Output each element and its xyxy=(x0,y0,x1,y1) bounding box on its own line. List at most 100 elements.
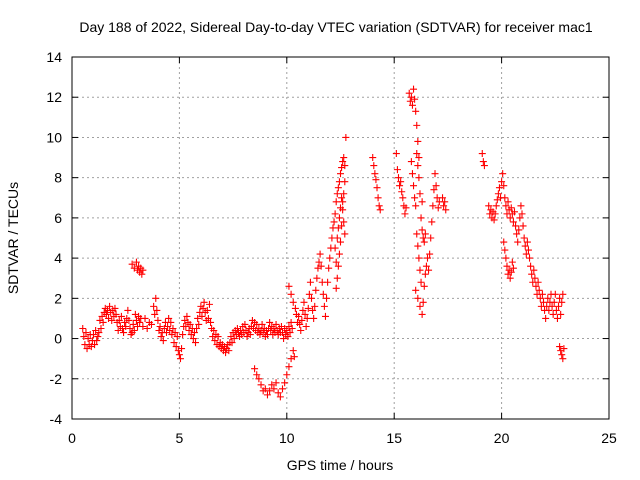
data-point xyxy=(84,335,92,343)
data-point xyxy=(401,210,409,218)
data-point xyxy=(502,202,510,210)
data-point xyxy=(369,154,377,162)
y-axis-label: SDTVAR / TECUs xyxy=(5,182,21,294)
data-point xyxy=(410,182,418,190)
data-point xyxy=(392,150,400,158)
data-point xyxy=(164,322,172,330)
data-point xyxy=(287,290,295,298)
data-point xyxy=(341,162,349,170)
data-point xyxy=(410,85,418,93)
data-point xyxy=(286,329,294,337)
data-point xyxy=(370,162,378,170)
data-point xyxy=(257,381,265,389)
data-point xyxy=(150,302,158,310)
data-point xyxy=(520,234,528,242)
data-point xyxy=(310,314,318,322)
data-point xyxy=(339,206,347,214)
data-point xyxy=(504,198,512,206)
data-point xyxy=(97,325,105,332)
data-point xyxy=(304,304,312,312)
data-point xyxy=(500,182,508,190)
data-point xyxy=(309,306,317,314)
data-point xyxy=(423,254,431,262)
data-point xyxy=(192,339,200,347)
data-point xyxy=(413,121,421,129)
data-point xyxy=(138,270,146,278)
data-point xyxy=(428,218,436,226)
data-point xyxy=(112,310,120,318)
data-point xyxy=(117,312,125,320)
data-point xyxy=(211,337,219,345)
data-point xyxy=(321,312,329,320)
data-point xyxy=(530,266,538,274)
data-point xyxy=(302,322,310,330)
data-point xyxy=(230,335,238,343)
data-point xyxy=(532,282,540,290)
data-point xyxy=(337,238,344,246)
data-point xyxy=(340,190,348,198)
data-point xyxy=(441,198,449,206)
data-point xyxy=(335,250,343,258)
ticks-layer: 0 5 10 15 20 25 -4 -2 0 2 4 6 8 10 12 14 xyxy=(46,49,617,446)
data-point xyxy=(313,274,321,282)
data-point xyxy=(557,310,565,318)
data-point xyxy=(503,262,511,270)
data-point xyxy=(415,174,423,182)
data-point xyxy=(326,254,334,262)
data-point xyxy=(82,329,90,337)
data-point xyxy=(102,310,110,318)
data-point xyxy=(198,312,206,320)
data-point xyxy=(518,210,526,218)
data-point xyxy=(418,310,426,318)
data-point xyxy=(171,329,179,337)
data-point xyxy=(98,312,106,320)
data-point xyxy=(434,204,442,212)
x-tick-label: 20 xyxy=(494,430,510,446)
data-point xyxy=(507,268,515,276)
data-point xyxy=(272,320,280,328)
y-tick-label: 0 xyxy=(54,331,62,347)
data-point xyxy=(373,184,381,192)
data-point xyxy=(80,333,88,341)
data-point xyxy=(147,320,155,328)
data-point xyxy=(538,290,546,298)
data-point xyxy=(122,322,130,330)
data-point xyxy=(319,290,327,298)
data-point xyxy=(175,351,183,359)
data-point xyxy=(305,290,313,298)
data-point xyxy=(154,316,162,324)
data-point xyxy=(490,216,498,224)
data-point xyxy=(414,294,422,302)
data-point xyxy=(333,274,341,282)
data-point xyxy=(376,206,384,214)
data-point xyxy=(539,298,547,306)
data-point xyxy=(420,282,428,290)
data-point xyxy=(130,327,138,335)
data-point xyxy=(339,158,347,166)
data-point xyxy=(416,190,424,198)
data-point xyxy=(95,329,103,337)
data-point xyxy=(427,234,435,242)
y-tick-label: 6 xyxy=(54,210,62,226)
x-tick-label: 10 xyxy=(279,430,295,446)
data-point xyxy=(531,274,539,282)
data-point xyxy=(266,387,274,395)
data-point xyxy=(91,341,99,349)
data-point xyxy=(79,325,87,332)
data-point xyxy=(338,194,346,202)
data-point xyxy=(558,351,566,359)
data-point xyxy=(124,306,132,314)
data-point xyxy=(421,270,429,278)
data-point xyxy=(515,226,523,234)
data-point xyxy=(157,333,165,341)
data-point xyxy=(555,302,563,310)
data-point xyxy=(399,194,407,202)
data-point xyxy=(193,325,201,332)
x-axis-label: GPS time / hours xyxy=(287,457,394,473)
data-point xyxy=(325,264,333,272)
data-point xyxy=(500,238,508,246)
data-point xyxy=(94,333,102,341)
data-point xyxy=(333,190,341,198)
data-point xyxy=(255,375,263,383)
